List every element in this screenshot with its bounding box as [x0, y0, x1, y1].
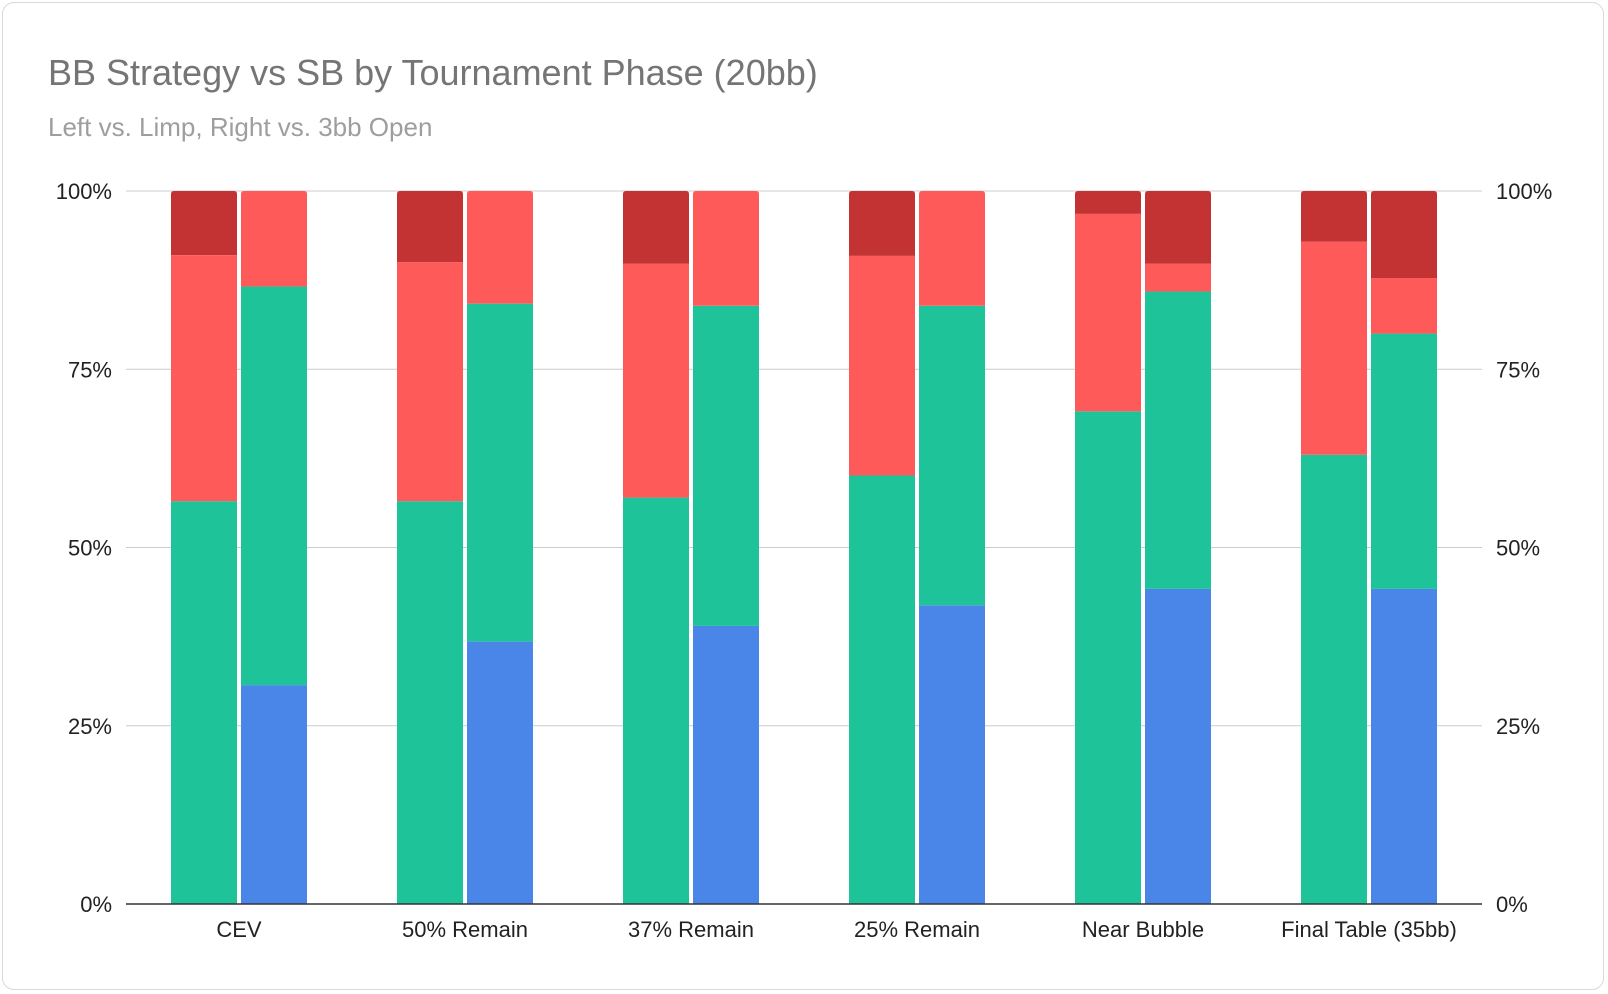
bar-right-blue-segment: [467, 641, 533, 904]
bar-left-light-red-segment: [171, 255, 237, 502]
x-tick-label: 50% Remain: [402, 917, 528, 942]
bar-left-light-red-segment: [1301, 241, 1367, 455]
bar-right-light-red-segment: [693, 191, 759, 306]
bar-left-dark-red-segment: [623, 191, 689, 264]
bar-right-blue-segment: [241, 685, 307, 904]
x-tick-label: CEV: [216, 917, 262, 942]
bar-left-dark-red-segment: [1301, 191, 1367, 242]
bar-right-green-segment: [693, 305, 759, 626]
x-tick-label: Final Table (35bb): [1281, 917, 1457, 942]
y-tick-label-right: 50%: [1496, 536, 1540, 561]
bar-left-green-segment: [171, 501, 237, 904]
bar-left-dark-red-segment: [171, 191, 237, 256]
y-tick-label-right: 100%: [1496, 179, 1552, 204]
bar-left-dark-red-segment: [397, 191, 463, 263]
y-tick-label-left: 0%: [80, 892, 112, 917]
bar-right-blue-segment: [1371, 588, 1437, 904]
gridlines: [126, 190, 1482, 727]
bar-left-green-segment: [1075, 411, 1141, 904]
bar-right-dark-red-segment: [1371, 191, 1437, 278]
bar-left-dark-red-segment: [1075, 191, 1141, 214]
bar-left-dark-red-segment: [849, 191, 915, 256]
chart-subtitle: Left vs. Limp, Right vs. 3bb Open: [48, 112, 433, 142]
bar-left-green-segment: [623, 497, 689, 904]
y-tick-label-right: 0%: [1496, 892, 1528, 917]
chart-title: BB Strategy vs SB by Tournament Phase (2…: [48, 52, 818, 93]
y-tick-label-right: 25%: [1496, 714, 1540, 739]
bar-right-green-segment: [919, 305, 985, 606]
bar-right-light-red-segment: [1371, 277, 1437, 334]
bar-left-light-red-segment: [623, 263, 689, 498]
y-tick-label-right: 75%: [1496, 357, 1540, 382]
bar-right-light-red-segment: [919, 191, 985, 306]
bars: [171, 191, 1437, 904]
x-tick-label: 25% Remain: [854, 917, 980, 942]
bar-right-light-red-segment: [241, 191, 307, 287]
bar-right-blue-segment: [919, 605, 985, 904]
y-tick-label-left: 50%: [68, 536, 112, 561]
x-tick-label: Near Bubble: [1082, 917, 1204, 942]
bar-right-dark-red-segment: [1145, 191, 1211, 264]
bar-right-green-segment: [241, 286, 307, 686]
bar-right-green-segment: [1371, 333, 1437, 589]
bar-right-light-red-segment: [467, 191, 533, 304]
bar-left-green-segment: [1301, 454, 1367, 904]
x-tick-label: 37% Remain: [628, 917, 754, 942]
y-tick-label-left: 25%: [68, 714, 112, 739]
y-tick-label-left: 100%: [56, 179, 112, 204]
bar-left-light-red-segment: [397, 262, 463, 502]
bar-right-light-red-segment: [1145, 263, 1211, 292]
bar-right-green-segment: [467, 303, 533, 642]
axes: 0% 25% 50% 75% 100% 0% 25% 50% 75% 100% CEV 50% Rem…: [56, 179, 1553, 942]
bar-right-blue-segment: [693, 625, 759, 904]
bar-left-light-red-segment: [849, 255, 915, 476]
bar-right-green-segment: [1145, 291, 1211, 589]
bar-left-light-red-segment: [1075, 213, 1141, 412]
bar-left-green-segment: [397, 501, 463, 904]
bar-left-green-segment: [849, 475, 915, 904]
y-tick-label-left: 75%: [68, 357, 112, 382]
bar-right-blue-segment: [1145, 588, 1211, 904]
